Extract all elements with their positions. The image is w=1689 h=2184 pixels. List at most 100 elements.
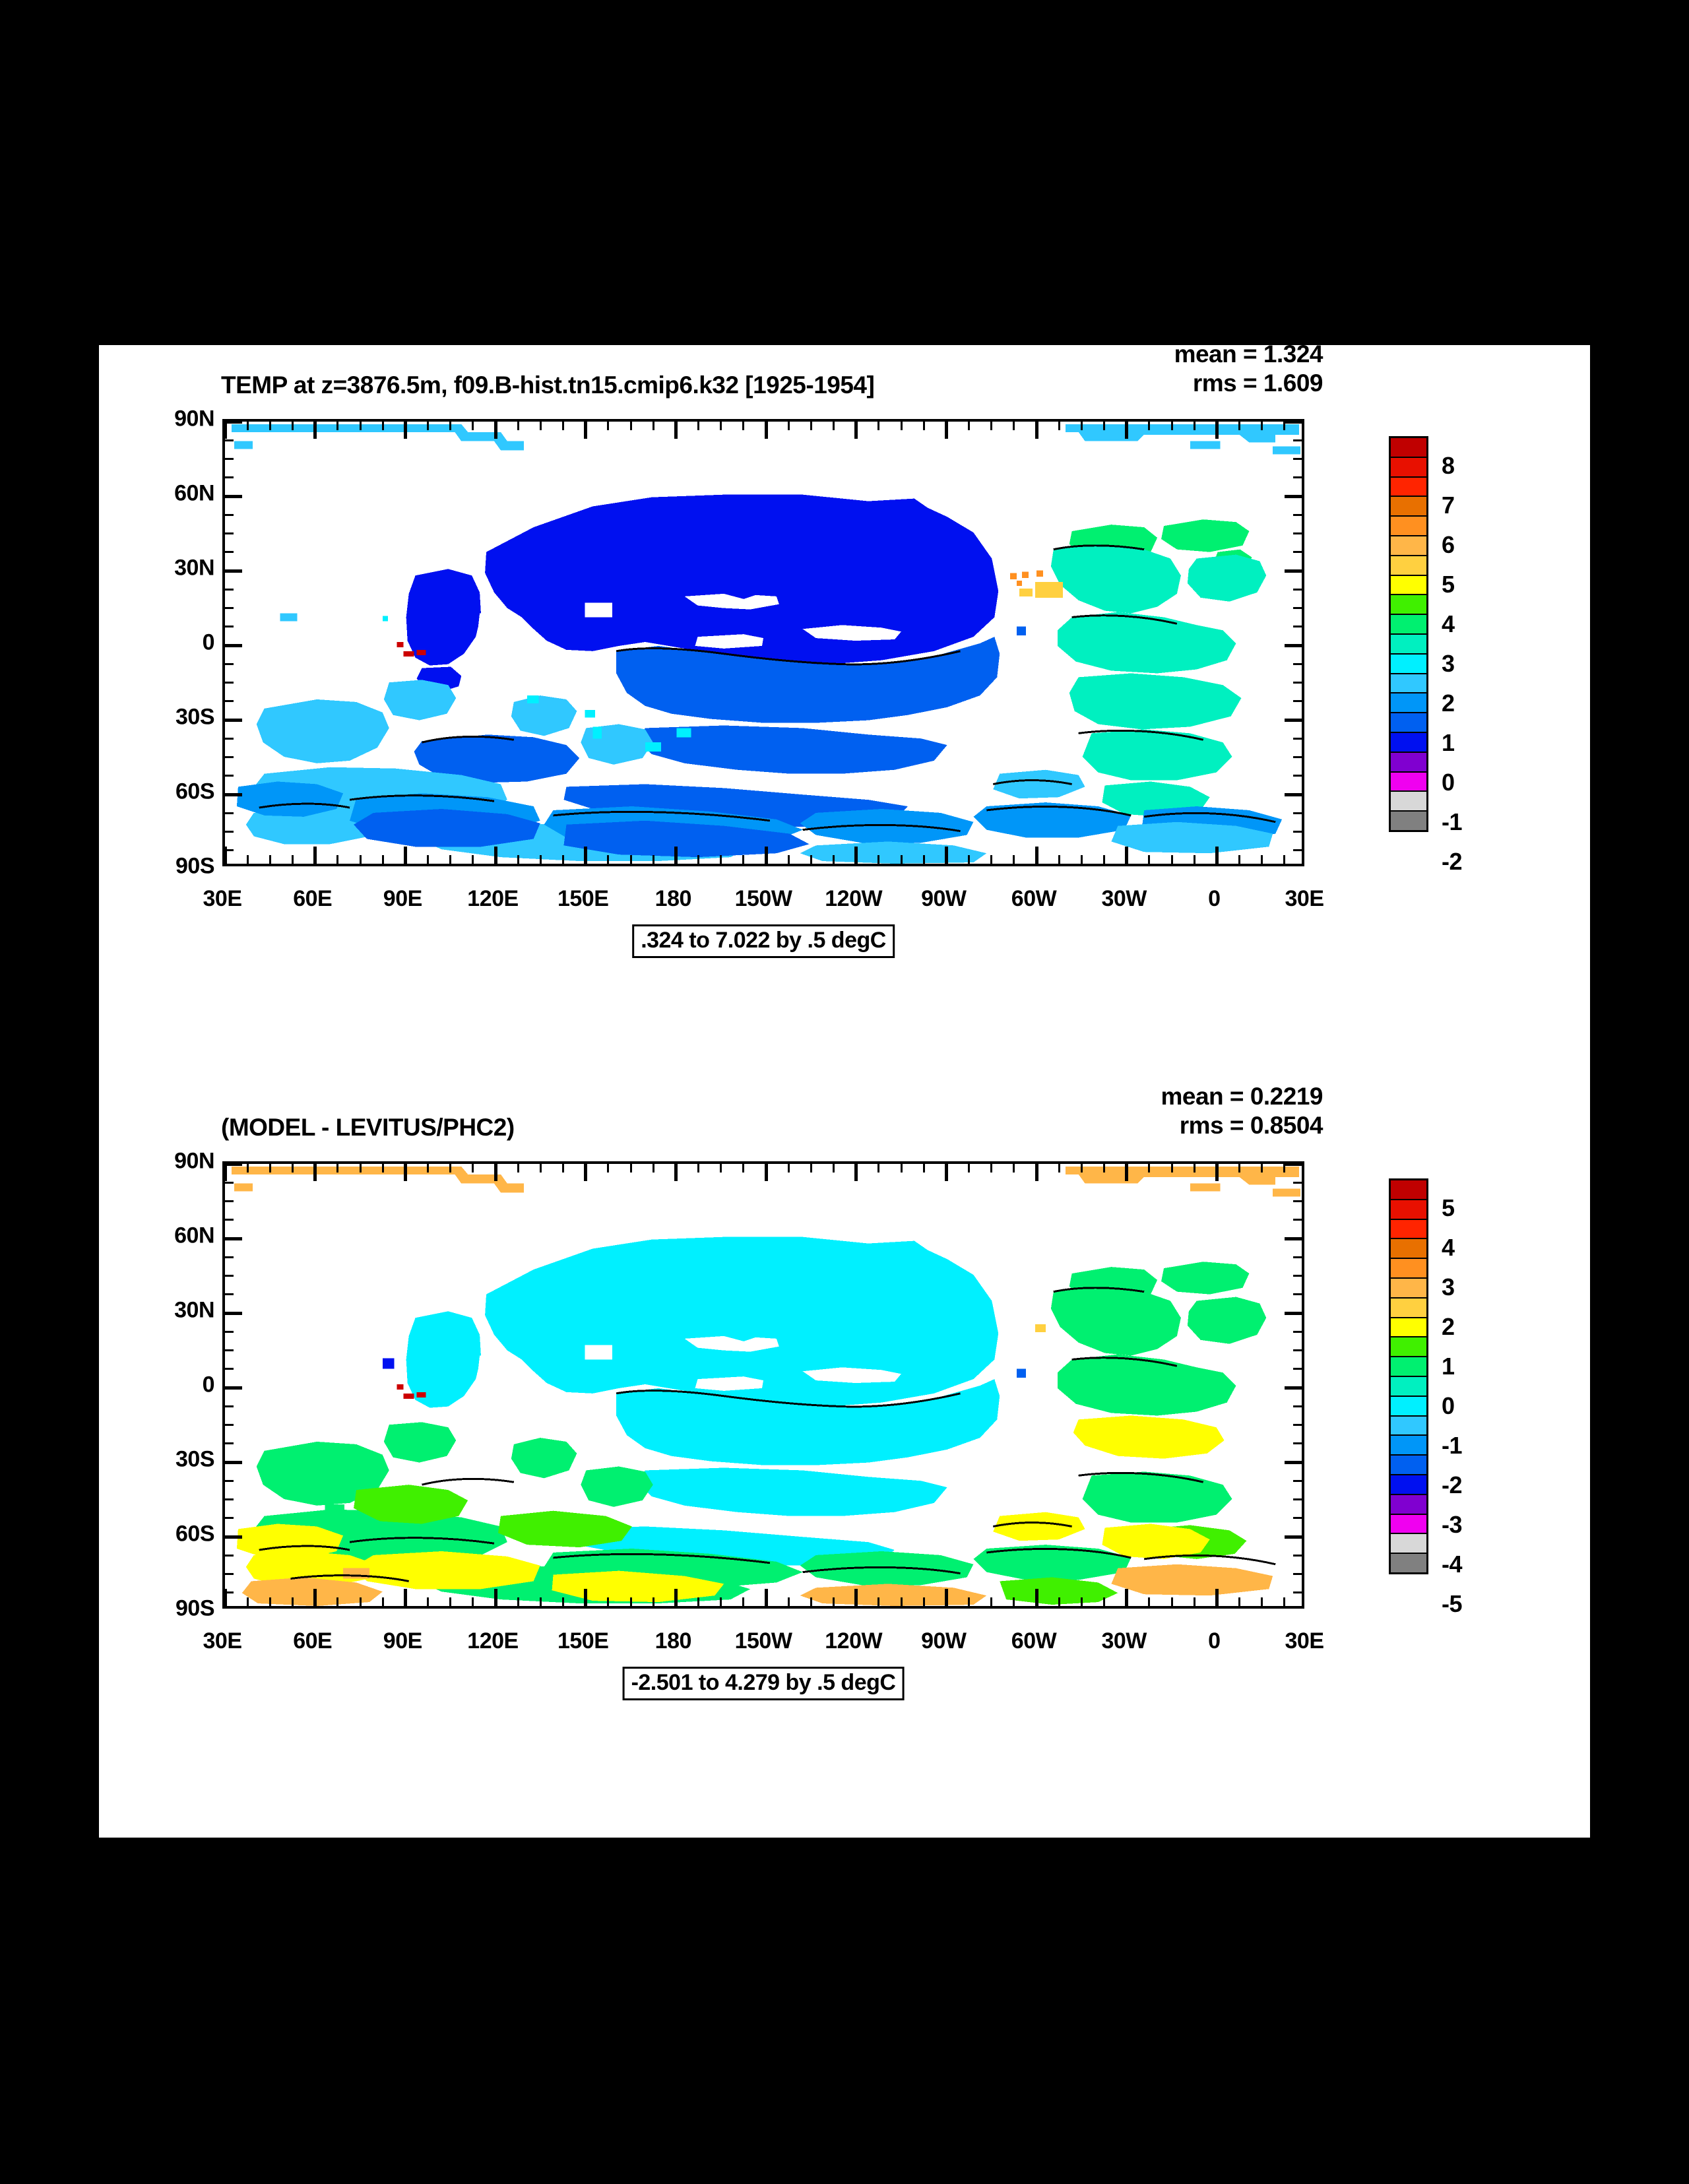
x-major-tick: [1035, 1164, 1038, 1181]
y-minor-tick: [225, 1517, 234, 1520]
colorbar-tick-label: -1: [1442, 808, 1463, 835]
colorbar-swatch: [1391, 713, 1426, 733]
colorbar-tick-label: 7: [1442, 492, 1455, 519]
x-minor-tick: [427, 422, 429, 430]
x-minor-tick: [1261, 422, 1263, 430]
x-tick-label: 150W: [734, 886, 792, 911]
y-minor-tick: [1293, 756, 1302, 758]
x-minor-tick: [246, 855, 249, 864]
x-major-tick: [944, 1164, 948, 1181]
x-major-tick: [1125, 1164, 1129, 1181]
x-minor-tick: [336, 422, 339, 430]
x-minor-tick: [246, 1164, 249, 1172]
colorbar: [1389, 1178, 1428, 1574]
x-major-tick: [854, 1164, 858, 1181]
x-tick-label: 120E: [467, 1628, 519, 1654]
x-minor-tick: [787, 1164, 790, 1172]
x-minor-tick: [472, 1597, 474, 1606]
x-minor-tick: [381, 1164, 384, 1172]
y-minor-tick: [225, 607, 234, 609]
y-tick-label: 60S: [175, 1521, 215, 1547]
colorbar-swatch: [1391, 654, 1426, 674]
y-tick-label: 30N: [174, 555, 214, 581]
x-minor-tick: [562, 422, 564, 430]
y-minor-tick: [1293, 1275, 1302, 1277]
x-major-tick: [854, 847, 858, 864]
x-minor-tick: [810, 855, 812, 864]
y-tick-label: 30N: [174, 1297, 214, 1323]
x-minor-tick: [1170, 1597, 1173, 1606]
x-minor-tick: [1080, 855, 1083, 864]
colorbar-swatch: [1391, 1514, 1426, 1535]
colorbar-tick-label: 3: [1442, 1273, 1455, 1301]
colorbar-tick-label: 2: [1442, 1313, 1455, 1340]
x-minor-tick: [607, 422, 610, 430]
y-minor-tick: [225, 831, 234, 833]
map-plot-area: [222, 419, 1304, 866]
map-field: [231, 424, 1301, 864]
x-minor-tick: [1148, 1597, 1151, 1606]
x-tick-label: 120W: [825, 1628, 883, 1654]
y-minor-tick: [225, 756, 234, 758]
x-minor-tick: [1148, 422, 1151, 430]
x-tick-label: 180: [654, 886, 692, 911]
colorbar-tick-label: 3: [1442, 650, 1455, 677]
x-minor-tick: [449, 422, 452, 430]
y-major-tick: [1285, 1460, 1302, 1464]
colorbar-tick-label: 5: [1442, 1194, 1455, 1221]
x-minor-tick: [292, 422, 294, 430]
x-minor-tick: [742, 422, 745, 430]
y-minor-tick: [225, 551, 234, 554]
x-tick-label: 30E: [1285, 1628, 1325, 1654]
x-tick-label: 0: [1208, 1628, 1221, 1654]
x-major-tick: [313, 1589, 317, 1606]
colorbar-swatch: [1391, 1219, 1426, 1240]
colorbar-swatch: [1391, 615, 1426, 635]
x-minor-tick: [1170, 1164, 1173, 1172]
x-minor-tick: [810, 1164, 812, 1172]
x-minor-tick: [562, 1164, 564, 1172]
x-major-tick: [313, 1164, 317, 1181]
x-minor-tick: [922, 1164, 925, 1172]
x-minor-tick: [449, 855, 452, 864]
x-tick-label: 30E: [1285, 886, 1325, 911]
x-minor-tick: [336, 855, 339, 864]
x-minor-tick: [1058, 855, 1060, 864]
x-minor-tick: [1238, 855, 1240, 864]
y-minor-tick: [1293, 1405, 1302, 1407]
x-minor-tick: [359, 422, 362, 430]
x-major-tick: [674, 422, 678, 439]
x-minor-tick: [1238, 1597, 1240, 1606]
panel-title: TEMP at z=3876.5m, f09.B-hist.tn15.cmip6…: [221, 371, 875, 399]
colorbar-swatch: [1391, 1200, 1426, 1220]
x-minor-tick: [539, 422, 542, 430]
x-minor-tick: [269, 1597, 271, 1606]
map-field: [231, 1166, 1301, 1606]
y-minor-tick: [225, 1330, 234, 1333]
y-minor-tick: [1293, 849, 1302, 852]
x-minor-tick: [336, 1597, 339, 1606]
colorbar-tick-label: -3: [1442, 1511, 1463, 1538]
x-minor-tick: [607, 855, 610, 864]
x-tick-label: 60E: [293, 886, 333, 911]
colorbar-tick-label: -4: [1442, 1551, 1463, 1578]
x-minor-tick: [900, 422, 903, 430]
x-major-tick: [1125, 1589, 1129, 1606]
y-major-tick: [225, 643, 242, 647]
y-minor-tick: [1293, 626, 1302, 628]
y-minor-tick: [1293, 1219, 1302, 1221]
x-major-tick: [403, 422, 407, 439]
x-major-tick: [1215, 847, 1219, 864]
x-minor-tick: [968, 855, 970, 864]
y-minor-tick: [1293, 1330, 1302, 1333]
x-minor-tick: [517, 1164, 519, 1172]
y-major-tick: [225, 792, 242, 796]
rms-label: rms = 0.8504: [1179, 1111, 1323, 1139]
x-tick-label: 120E: [467, 886, 519, 911]
x-minor-tick: [539, 855, 542, 864]
y-major-tick: [225, 1460, 242, 1464]
x-tick-label: 60W: [1011, 1628, 1057, 1654]
y-minor-tick: [225, 458, 234, 460]
x-major-tick: [494, 1589, 497, 1606]
x-major-tick: [1035, 847, 1038, 864]
